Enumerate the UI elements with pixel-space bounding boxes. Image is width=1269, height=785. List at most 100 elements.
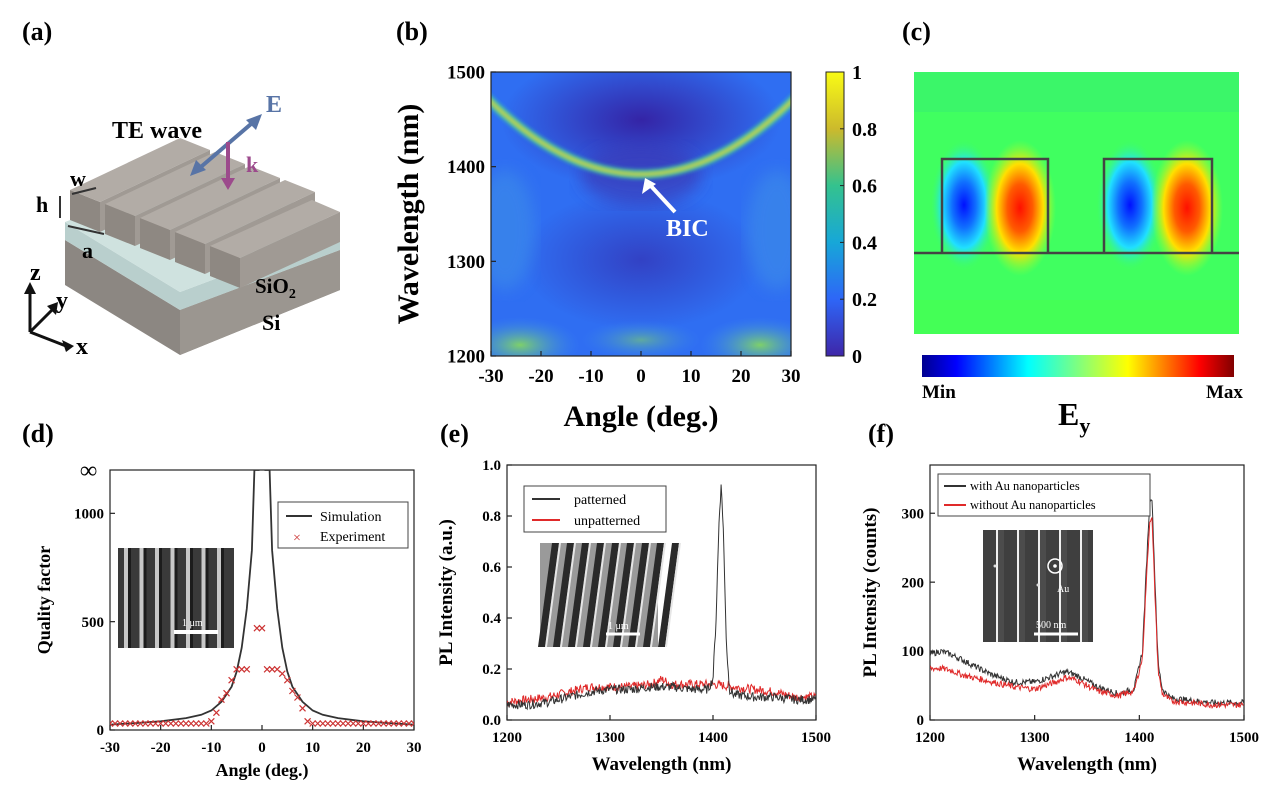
colorbar-tick-label: 0.2 <box>852 289 877 311</box>
experiment-point <box>223 689 230 697</box>
experiment-point <box>197 720 205 727</box>
sem-stripe <box>643 543 664 647</box>
panel-f: (f) 1200 1300 1400 1500 0 100 200 300 Wavelength… <box>860 419 1259 775</box>
y-tick-label: 100 <box>902 644 925 660</box>
y-axis-label: Wavelength (nm) <box>392 104 425 325</box>
patterned-spectrum <box>507 484 816 711</box>
x-axis-label: Wavelength (nm) <box>592 754 732 775</box>
experiment-point <box>304 717 312 725</box>
experiment-point <box>395 720 403 727</box>
colorbar-b <box>825 71 845 357</box>
sem-stripe <box>1059 530 1061 642</box>
experiment-point <box>405 720 413 727</box>
experiment-point <box>253 624 261 632</box>
y-tick-label: 0.8 <box>482 509 501 525</box>
x-tick-label: 1500 <box>1229 730 1259 746</box>
au-nanoparticle <box>1036 583 1040 587</box>
experiment-point <box>278 670 286 678</box>
period-arrow <box>67 225 105 235</box>
sem-stripe <box>538 543 559 647</box>
width-label: w <box>70 166 86 191</box>
y-tick-label: 0 <box>97 723 105 739</box>
panel-c: (c) Min Max Ey <box>902 17 1243 438</box>
field-lobe-negative <box>1096 139 1164 271</box>
experiment-point <box>116 720 124 727</box>
experiment-point <box>268 665 276 673</box>
panel-label-f: (f) <box>868 419 894 448</box>
sio2-label: SiO2 <box>255 274 296 302</box>
sem-stripe <box>553 543 574 647</box>
scale-bar-label-f: 500 nm <box>1036 620 1067 631</box>
experiment-point <box>334 720 342 727</box>
x-tick-label: 1400 <box>1124 730 1154 746</box>
experiment-point <box>228 676 236 684</box>
experiment-point <box>218 696 225 704</box>
experiment-point <box>177 720 185 727</box>
x-tick-label: 1400 <box>698 730 728 746</box>
experiment-point <box>385 720 393 727</box>
experiment-point <box>157 720 165 727</box>
sem-stripe <box>217 548 221 648</box>
sem-inset-e: 1 μm <box>538 543 681 647</box>
y-tick-label: 500 <box>82 615 105 631</box>
experiment-point <box>131 720 139 727</box>
sem-stripe <box>1080 530 1082 642</box>
x-tick-label: -10 <box>578 366 603 387</box>
colorbar-min-label: Min <box>922 382 956 403</box>
y-axis-label: PL Intensity (a.u.) <box>436 519 457 666</box>
te-wave-label: TE wave <box>112 118 202 144</box>
legend-label-simulation: Simulation <box>320 510 381 525</box>
panel-label-c: (c) <box>902 17 931 46</box>
experiment-point <box>288 687 296 695</box>
e-field-label: E <box>266 92 282 118</box>
experiment-point <box>136 720 144 727</box>
y-tick-label: 200 <box>902 575 925 591</box>
panel-label-b: (b) <box>396 17 428 46</box>
panel-d: (d) -30 -20 -10 0 10 20 30 0 500 1000 Angle (deg.)… <box>22 419 422 781</box>
x-tick-label: -30 <box>478 366 503 387</box>
experiment-point <box>258 624 266 632</box>
bic-arrow <box>648 183 677 214</box>
experiment-point <box>110 720 114 727</box>
sem-stripe <box>139 548 144 648</box>
bic-label: BIC <box>666 216 709 242</box>
x-axis-label: Angle (deg.) <box>216 760 309 781</box>
sem-stripe <box>170 548 175 648</box>
grating-outline <box>1102 157 1214 253</box>
sem-stripe <box>568 543 589 647</box>
x-axis-label: Wavelength (nm) <box>1017 754 1157 775</box>
experiment-point <box>299 704 306 712</box>
y-tick-label: 0.0 <box>482 713 501 729</box>
experiment-point <box>263 665 271 673</box>
experiment-point <box>390 720 398 727</box>
sem-stripe <box>155 548 159 648</box>
legend-d: Simulation × Experiment <box>277 501 409 549</box>
experiment-point <box>192 720 200 727</box>
y-tick-label: 0 <box>917 713 925 729</box>
sem-inset-f: Au 500 nm <box>983 530 1093 642</box>
field-component-label: Ey <box>1058 396 1090 438</box>
au-marker-circle <box>1047 558 1063 574</box>
experiment-point <box>294 694 301 701</box>
sem-stripe <box>186 548 190 648</box>
x-axis-label: Angle (deg.) <box>564 400 719 433</box>
heatmap <box>491 72 791 356</box>
legend-e: patterned unpatterned <box>523 485 667 533</box>
x-tick-label: 1200 <box>492 730 522 746</box>
x-tick-label: 1500 <box>801 730 831 746</box>
axis-z-label: z <box>30 260 41 286</box>
au-nanoparticle <box>993 564 997 568</box>
experiment-point <box>167 720 175 727</box>
grating-bars <box>70 138 340 288</box>
experiment-point <box>202 720 210 727</box>
legend-label-unpatterned: unpatterned <box>574 514 640 529</box>
x-tick-label: 10 <box>682 366 701 387</box>
x-tick-label: 30 <box>407 740 422 756</box>
legend-label-experiment: Experiment <box>320 530 385 545</box>
y-tick-label: 1.0 <box>482 458 501 474</box>
experiment-point <box>339 720 347 727</box>
sem-stripe <box>598 543 619 647</box>
x-tick-label: -20 <box>151 740 171 756</box>
grating-outline <box>940 157 1050 253</box>
